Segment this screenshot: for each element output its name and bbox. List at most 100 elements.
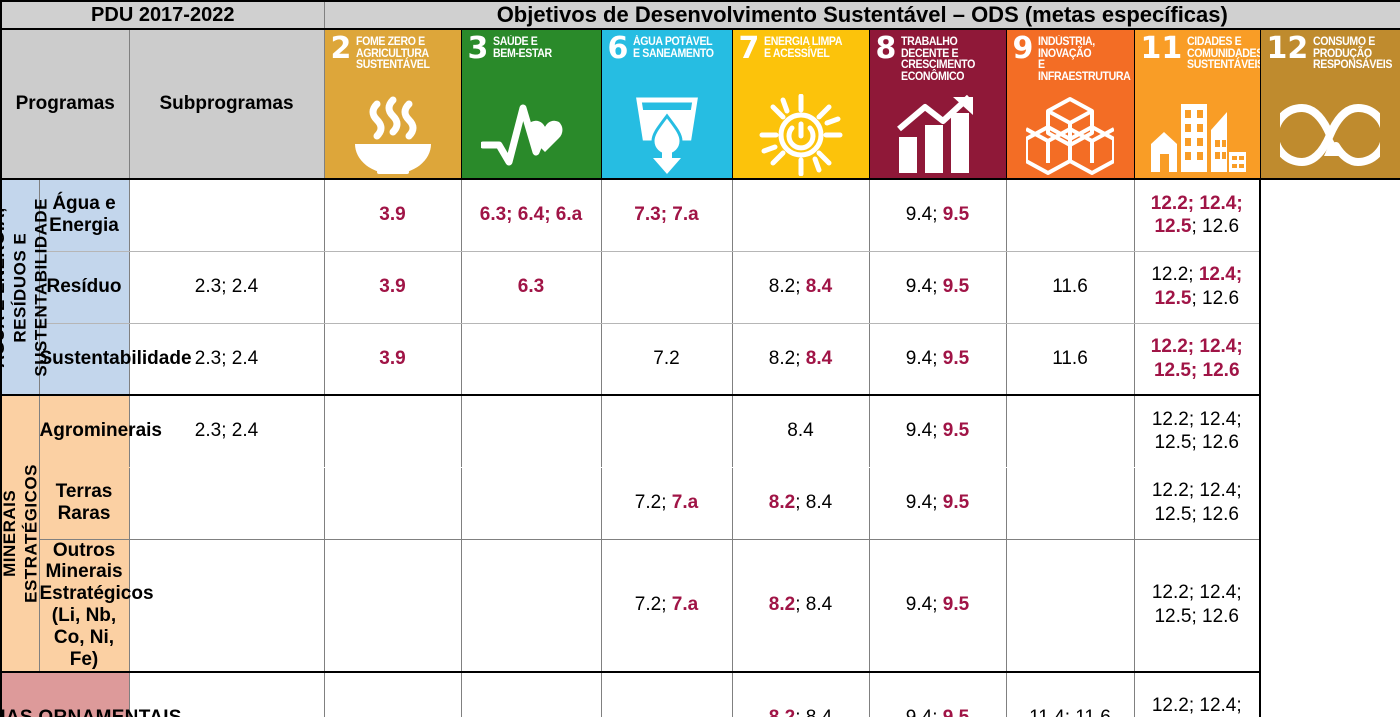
water-glass-icon xyxy=(602,94,732,176)
metric-cell: 7.2; 7.a xyxy=(600,538,733,673)
title-right: Objetivos de Desenvolvimento Sustentável… xyxy=(323,0,1400,30)
metric-cell: 2.3; 2.4 xyxy=(128,250,325,324)
bowl-steam-icon xyxy=(325,94,461,176)
sdg-number-9: 9 xyxy=(1012,31,1034,66)
metric-cell xyxy=(460,466,602,540)
metric-cell: 12.2; 12.4; 12.5; 12.6 xyxy=(1133,250,1261,324)
subprogram-cell: Terras Raras xyxy=(38,466,130,540)
sdg-label-6: ÁGUA POTÁVEL E SANEAMENTO xyxy=(633,36,715,60)
metric-cell xyxy=(323,538,462,673)
sdg-number-3: 3 xyxy=(467,31,489,66)
program-group-rose: ROCHAS ORNAMENTAIS xyxy=(0,670,181,717)
sdg-number-2: 2 xyxy=(330,31,352,66)
metric-cell: 12.2; 12.4; 12.5; 12.6 xyxy=(1133,394,1261,468)
metric-cell: 9.4; 9.5 xyxy=(868,670,1007,717)
metric-cell xyxy=(1005,466,1135,540)
metric-cell: 12.2; 12.4; 12.5; 12.6 xyxy=(1133,322,1261,396)
sdg-label-8: TRABALHO DECENTE E CRESCIMENTO ECONÔMICO xyxy=(901,36,976,83)
program-group-label: MINERAIS ESTRATÉGICOS xyxy=(0,463,41,603)
sdg-label-11: CIDADES E COMUNIDADES SUSTENTÁVEIS xyxy=(1187,36,1260,71)
metric-cell xyxy=(600,250,733,324)
table-row: ÁGUA E ENERGIA; RESÍDUOS E SUSTENTABILIDAD… xyxy=(0,178,1400,396)
metric-cell: 11.6 xyxy=(1005,322,1135,396)
metric-cell xyxy=(460,670,602,717)
metric-cell: 9.4; 9.5 xyxy=(868,250,1007,324)
metric-cell: 9.4; 9.5 xyxy=(868,178,1007,252)
metric-cell: 11.4; 11.6 xyxy=(1005,670,1135,717)
metric-cell: 7.2 xyxy=(600,322,733,396)
table-row: Sustentabilidade 2.3; 2.4 3.9 7.2 8.2; 8.4 9.… xyxy=(1,322,1400,396)
sdg-column-header-8: 8 TRABALHO DECENTE E CRESCIMENTO ECONÔMICO xyxy=(868,28,1007,180)
metric-cell xyxy=(1005,538,1135,673)
metric-cell: 12.2; 12.4; 12.5; 12.6 xyxy=(1133,670,1261,717)
metric-cell: 7.3; 7.a xyxy=(600,178,733,252)
metric-cell: 8.4 xyxy=(731,394,870,468)
sdg-label-12: CONSUMO E PRODUÇÃO RESPONSÁVEIS xyxy=(1313,36,1393,71)
metric-cell: 9.4; 9.5 xyxy=(868,322,1007,396)
metric-cell xyxy=(1005,178,1135,252)
program-group-label: ÁGUA E ENERGIA; RESÍDUOS E SUSTENTABILIDAD… xyxy=(0,197,51,377)
metric-cell xyxy=(128,178,325,252)
metric-cell: 11.6 xyxy=(1005,250,1135,324)
metric-cell xyxy=(128,538,325,673)
table-row: MINERAIS ESTRATÉGICOS Agrominerais 2.3; 2.4… xyxy=(0,394,1400,673)
metric-cell: 9.4; 9.5 xyxy=(868,538,1007,673)
metric-cell xyxy=(323,394,462,468)
program-group-blue: ÁGUA E ENERGIA; RESÍDUOS E SUSTENTABILIDAD… xyxy=(0,178,51,396)
metric-cell xyxy=(600,670,733,717)
metric-cell: 3.9 xyxy=(323,322,462,396)
metric-cell xyxy=(600,394,733,468)
subprogram-cell: Sustentabilidade xyxy=(38,322,192,396)
title-left: PDU 2017-2022 xyxy=(0,0,325,30)
metric-cell: 8.2; 8.4 xyxy=(731,670,870,717)
metric-cell: 9.4; 9.5 xyxy=(868,466,1007,540)
subprogram-cell: Água e Energia xyxy=(38,178,130,252)
metric-cell: 6.3 xyxy=(460,250,602,324)
table-row: Resíduo 2.3; 2.4 3.9 6.3 8.2; 8.4 9.4; 9.5 11.… xyxy=(1,250,1400,324)
sdg-column-header-7: 7 ENERGIA LIMPA E ACESSÍVEL xyxy=(731,28,870,180)
sdg-column-header-9: 9 INDÚSTRIA, INOVAÇÃO E INFRAESTRUTURA xyxy=(1005,28,1135,180)
metric-cell xyxy=(1005,394,1135,468)
sdg-number-11: 11 xyxy=(1140,31,1183,66)
metric-cell: 8.2; 8.4 xyxy=(731,250,870,324)
metric-cell: 8.2; 8.4 xyxy=(731,322,870,396)
growth-chart-icon xyxy=(870,94,1006,176)
metric-cell: 7.2; 7.a xyxy=(600,466,733,540)
sdg-number-6: 6 xyxy=(607,31,629,66)
metric-cell: 12.2; 12.4; 12.5; 12.6 xyxy=(1133,538,1261,673)
metric-cell: 3.9 xyxy=(323,250,462,324)
subprogram-cell: Resíduo xyxy=(38,250,130,324)
header-subprogramas: Subprogramas xyxy=(128,28,325,180)
infinity-loop-icon xyxy=(1261,94,1400,176)
cubes-icon xyxy=(1007,94,1134,176)
sdg-label-3: SAÚDE E BEM-ESTAR xyxy=(493,36,553,60)
sdg-column-header-12: 12 CONSUMO E PRODUÇÃO RESPONSÁVEIS xyxy=(1259,28,1400,180)
metric-cell: 9.4; 9.5 xyxy=(868,394,1007,468)
sdg-number-12: 12 xyxy=(1266,31,1309,66)
metric-cell xyxy=(460,538,602,673)
table-row: Terras Raras 7.2; 7.a 8.2; 8.4 9.4; 9.5 12.2… xyxy=(1,466,1400,540)
metric-cell: 12.2; 12.4; 12.5; 12.6 xyxy=(1133,178,1261,252)
sdg-column-header-3: 3 SAÚDE E BEM-ESTAR xyxy=(460,28,602,180)
sdg-label-2: FOME ZERO E AGRICULTURA SUSTENTÁVEL xyxy=(356,36,430,71)
table-row: Outros Minerais Estratégicos (Li, Nb, Co… xyxy=(1,538,1400,673)
metric-cell: 12.2; 12.4; 12.5; 12.6 xyxy=(1133,466,1261,540)
metric-cell: 3.9 xyxy=(323,178,462,252)
program-group-label: ROCHAS ORNAMENTAIS xyxy=(0,706,182,717)
metric-cell xyxy=(128,466,325,540)
sdg-number-7: 7 xyxy=(738,31,760,66)
sdg-header-row: Programas Subprogramas 2 FOME ZERO E AGRI… xyxy=(0,28,1400,180)
metric-cell xyxy=(323,670,462,717)
metric-cell xyxy=(128,670,325,717)
sdg-label-7: ENERGIA LIMPA E ACESSÍVEL xyxy=(764,36,843,60)
metric-cell xyxy=(460,322,602,396)
city-buildings-icon xyxy=(1135,94,1260,176)
sdg-label-9: INDÚSTRIA, INOVAÇÃO E INFRAESTRUTURA xyxy=(1038,36,1131,83)
metric-cell xyxy=(323,466,462,540)
metric-cell: 8.2; 8.4 xyxy=(731,466,870,540)
metric-cell xyxy=(731,178,870,252)
subprogram-cell: Agrominerais xyxy=(38,394,162,468)
title-row: PDU 2017-2022 Objetivos de Desenvolvimen… xyxy=(0,0,1400,30)
